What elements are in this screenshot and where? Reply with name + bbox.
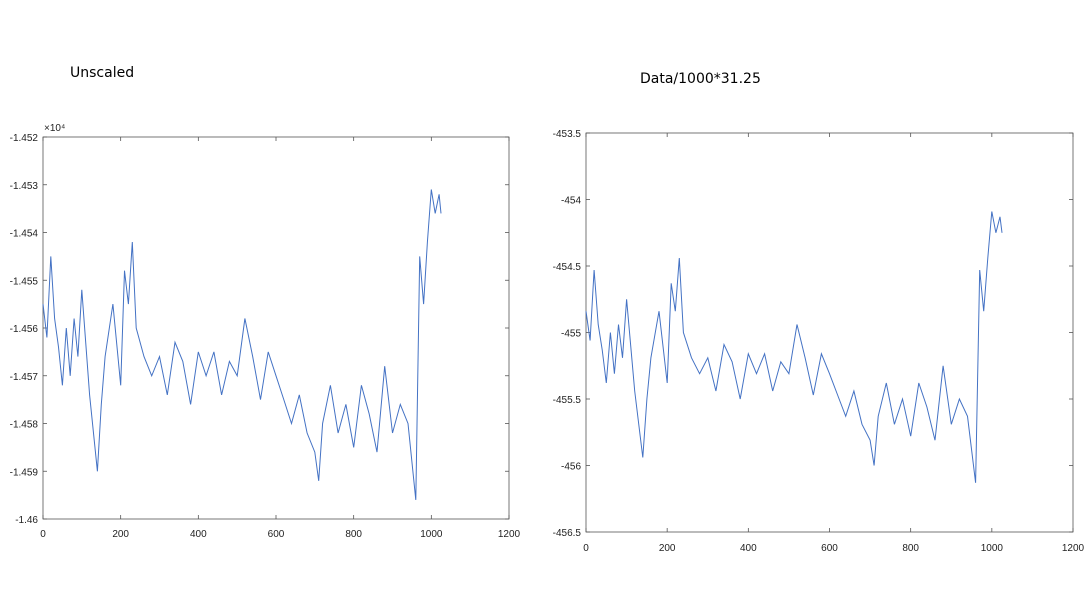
x-tick-label: 1000 — [420, 529, 443, 540]
x-tick-label: 200 — [112, 529, 129, 540]
y-exponent-label: ×10⁴ — [44, 123, 65, 134]
y-tick-label: -453.5 — [553, 129, 582, 140]
y-tick-label: -1.46 — [15, 515, 38, 526]
chart-heading-scaled: Data/1000*31.25 — [640, 71, 761, 87]
x-tick-label: 800 — [902, 543, 919, 554]
x-tick-label: 1200 — [1062, 543, 1085, 554]
y-tick-label: -455.5 — [553, 395, 582, 406]
plot-area-frame — [585, 132, 1074, 533]
x-tick-label: 1200 — [498, 529, 521, 540]
series-line — [42, 189, 442, 500]
chart-heading-unscaled: Unscaled — [70, 65, 135, 81]
x-tick-label: 0 — [40, 529, 46, 540]
y-tick-label: -1.454 — [10, 229, 39, 240]
x-tick-label: 400 — [740, 543, 757, 554]
y-tick-label: -1.459 — [10, 467, 39, 478]
y-tick-label: -456.5 — [553, 528, 582, 539]
y-tick-label: -1.456 — [10, 324, 39, 335]
x-tick-label: 600 — [821, 543, 838, 554]
x-tick-label: 1000 — [981, 543, 1004, 554]
x-tick-label: 200 — [659, 543, 676, 554]
y-tick-label: -455 — [561, 329, 581, 340]
y-tick-label: -456 — [561, 462, 581, 473]
y-tick-label: -1.458 — [10, 420, 39, 431]
y-tick-label: -1.457 — [10, 372, 39, 383]
y-tick-label: -1.452 — [10, 133, 39, 144]
x-tick-label: 0 — [583, 543, 589, 554]
series-line — [585, 211, 1003, 483]
y-tick-label: -1.453 — [10, 181, 39, 192]
y-tick-label: -1.455 — [10, 276, 39, 287]
y-tick-label: -454.5 — [553, 262, 582, 273]
x-tick-label: 600 — [268, 529, 285, 540]
x-tick-label: 800 — [345, 529, 362, 540]
x-tick-label: 400 — [190, 529, 207, 540]
y-tick-label: -454 — [561, 196, 581, 207]
